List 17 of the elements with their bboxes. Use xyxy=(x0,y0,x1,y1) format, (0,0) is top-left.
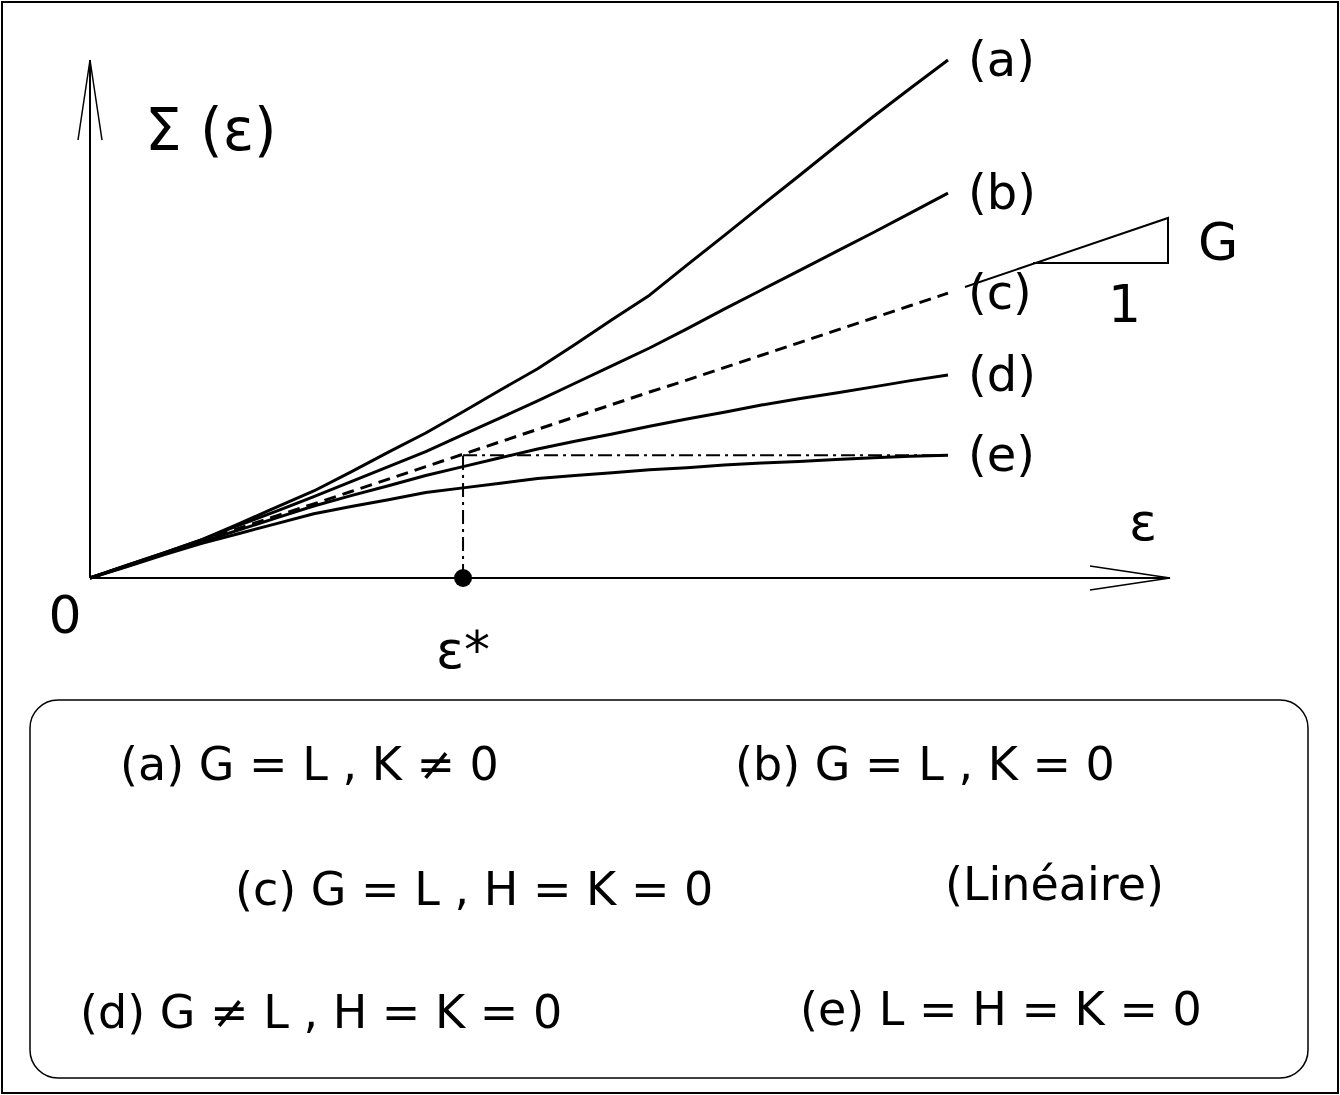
series-label: (c) xyxy=(968,264,1032,321)
text: G xyxy=(1198,212,1239,272)
text: (d) G ≠ L , H = K = 0 xyxy=(80,985,563,1039)
text: (e) L = H = K = 0 xyxy=(800,982,1202,1036)
text: 0 xyxy=(48,585,82,645)
series-label: (d) xyxy=(968,345,1036,402)
text: (b) G = L , K = 0 xyxy=(735,737,1115,791)
y-axis-title: Σ (ε) xyxy=(145,96,277,164)
text: (c) G = L , H = K = 0 xyxy=(235,862,714,916)
x-axis-title: ε xyxy=(1128,492,1158,552)
series-label: (a) xyxy=(968,31,1035,87)
text: 1 xyxy=(1108,274,1142,334)
text: (a) G = L , K ≠ 0 xyxy=(120,737,499,791)
text: (Linéaire) xyxy=(945,857,1164,911)
text: ε* xyxy=(435,620,491,680)
series-label: (e) xyxy=(968,426,1035,483)
series-label: (b) xyxy=(968,164,1036,221)
